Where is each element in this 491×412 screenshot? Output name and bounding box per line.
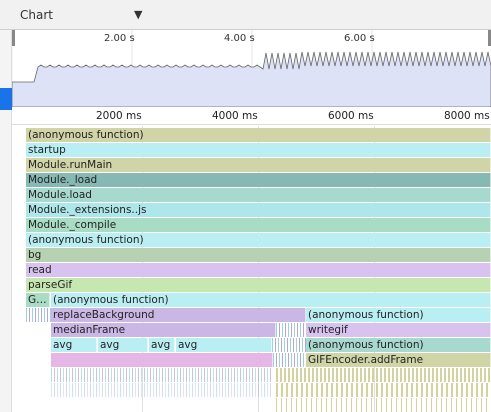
flame-small-frames[interactable] (276, 398, 491, 412)
overview-chart (12, 30, 491, 107)
flame-frame[interactable]: (anonymous function) (306, 338, 491, 352)
flame-chart[interactable]: (anonymous function) startup Module.runM… (26, 126, 491, 412)
flame-small-frames[interactable] (51, 383, 271, 397)
flame-small-frames[interactable] (276, 323, 306, 337)
chevron-down-icon[interactable]: ▼ (134, 8, 143, 21)
flame-frame[interactable]: (anonymous function) (306, 308, 491, 322)
flame-frame[interactable]: Module._extensions..js (26, 203, 491, 217)
toolbar: Chart ▼ (0, 0, 491, 30)
flame-frame[interactable]: (anonymous function) (26, 128, 491, 142)
flame-small-frames[interactable] (276, 368, 491, 382)
flame-frame[interactable]: G… (26, 293, 50, 307)
ruler-tick: 6000 ms (328, 110, 374, 122)
overview-tick: 2.00 s (104, 33, 135, 44)
flame-frame[interactable]: medianFrame (51, 323, 276, 337)
flame-small-frames[interactable] (51, 368, 271, 382)
flame-frame[interactable]: Module._load (26, 173, 491, 187)
flame-frame[interactable]: Module.load (26, 188, 491, 202)
flame-frame[interactable] (51, 353, 273, 367)
flame-frame[interactable]: writegif (306, 323, 491, 337)
overview-tick: 6.00 s (344, 33, 375, 44)
flame-small-frames[interactable] (26, 308, 51, 322)
flame-frame[interactable]: GIFEncoder.addFrame (306, 353, 491, 367)
flame-frame[interactable]: startup (26, 143, 491, 157)
flame-frame[interactable]: avg (176, 338, 272, 352)
flame-small-frames[interactable] (276, 383, 491, 397)
flame-frame[interactable]: parseGif (26, 278, 491, 292)
flame-frame[interactable]: replaceBackground (51, 308, 306, 322)
flame-frame[interactable]: avg (51, 338, 97, 352)
flame-small-frames[interactable] (273, 353, 306, 367)
flame-frame[interactable]: avg (149, 338, 175, 352)
flame-frame[interactable]: Module.runMain (26, 158, 491, 172)
flame-frame[interactable]: avg (98, 338, 148, 352)
selection-indicator (0, 88, 12, 110)
flame-small-frames[interactable] (272, 338, 306, 352)
range-handle-left[interactable] (12, 30, 15, 46)
flame-frame[interactable]: read (26, 263, 491, 277)
left-gutter (0, 30, 12, 412)
flame-frame[interactable]: Module._compile (26, 218, 491, 232)
flame-frame[interactable]: (anonymous function) (26, 233, 491, 247)
view-mode-label[interactable]: Chart (20, 8, 53, 22)
time-ruler: 2000 ms 4000 ms 6000 ms 8000 ms (12, 107, 491, 125)
flame-frame[interactable]: (anonymous function) (51, 293, 491, 307)
ruler-tick: 2000 ms (96, 110, 142, 122)
overview-tick: 4.00 s (224, 33, 255, 44)
range-handle-right[interactable] (488, 30, 491, 46)
flame-frame[interactable]: bg (26, 248, 491, 262)
timeline-overview[interactable]: 2.00 s 4.00 s 6.00 s (12, 30, 491, 107)
ruler-tick: 8000 ms (444, 110, 490, 122)
ruler-tick: 4000 ms (212, 110, 258, 122)
overview-area (12, 51, 491, 107)
